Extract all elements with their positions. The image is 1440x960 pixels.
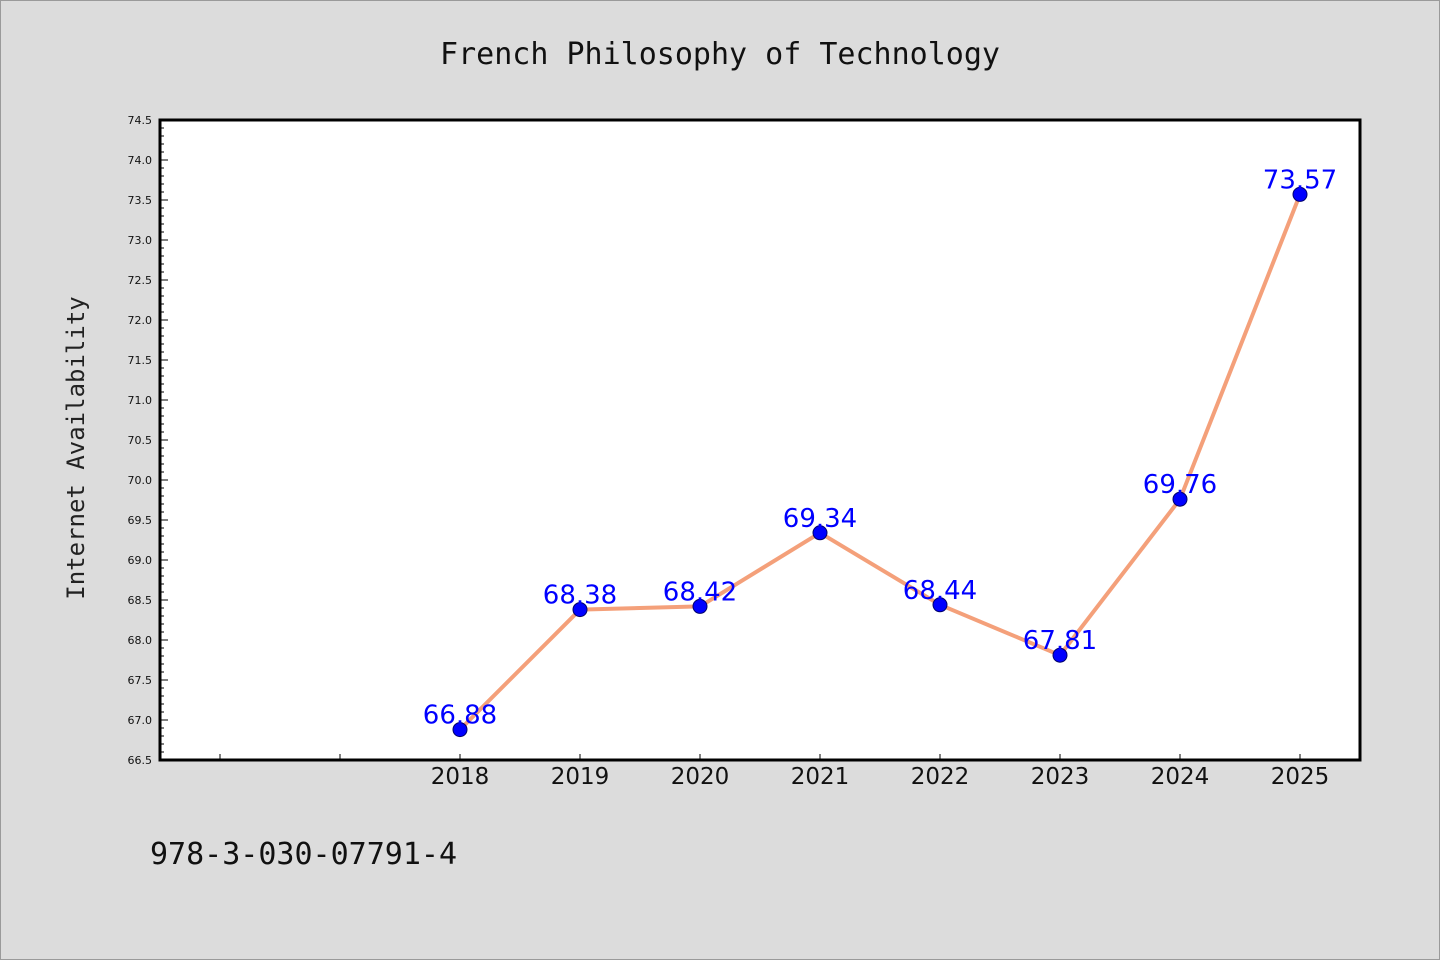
data-point	[1172, 491, 1188, 507]
data-point	[572, 602, 588, 618]
data-point	[932, 597, 948, 613]
data-label: 69.76	[1143, 470, 1217, 500]
plot-border	[158, 118, 1362, 762]
data-point	[1052, 647, 1068, 663]
data-points	[452, 186, 1308, 738]
y-tick-label: 71.5	[128, 354, 153, 367]
y-tick-label: 72.5	[128, 274, 153, 287]
isbn-label: 978-3-030-07791-4	[150, 837, 457, 872]
y-tick-label: 73.0	[128, 234, 153, 247]
data-point	[452, 722, 468, 738]
y-axis-label: Internet Availability	[62, 296, 90, 599]
x-tick-label: 2025	[1271, 764, 1330, 790]
series-line-group	[458, 193, 1302, 732]
data-label: 73.57	[1263, 165, 1337, 195]
x-tick-label: 2023	[1031, 764, 1090, 790]
y-tick-label: 68.5	[128, 594, 153, 607]
data-point	[812, 525, 828, 541]
x-axis-ticks: 2018 2019 2020 2021 2022 2023 2024 2025	[219, 754, 1330, 790]
x-tick-label: 2020	[671, 764, 730, 790]
y-tick-label: 66.5	[128, 754, 153, 767]
y-tick-label: 74.0	[128, 154, 153, 167]
y-tick-label: 67.0	[128, 714, 153, 727]
y-tick-label: 70.0	[128, 474, 153, 487]
x-tick-label: 2022	[911, 764, 970, 790]
x-tick-label: 2021	[791, 764, 850, 790]
y-tick-label: 69.5	[128, 514, 153, 527]
y-tick-label: 72.0	[128, 314, 153, 327]
data-label: 68.38	[543, 581, 617, 611]
y-tick-label: 73.5	[128, 194, 153, 207]
y-tick-label: 67.5	[128, 674, 153, 687]
x-tick-label: 2024	[1151, 764, 1210, 790]
data-label: 69.34	[783, 504, 857, 534]
data-point	[1292, 186, 1308, 202]
data-label: 67.81	[1023, 626, 1097, 656]
x-tick-label: 2018	[431, 764, 490, 790]
data-label: 66.88	[423, 701, 497, 731]
data-label: 68.42	[663, 577, 737, 607]
y-tick-label: 74.5	[128, 114, 153, 127]
series-line	[458, 193, 1302, 732]
plot-area	[160, 120, 1360, 760]
data-label: 68.44	[903, 576, 977, 606]
data-labels: 66.88 68.38 68.42 69.34 68.44 67.81 69.76 73.57	[423, 165, 1337, 730]
y-tick-label: 68.0	[128, 634, 153, 647]
y-tick-label: 70.5	[128, 434, 153, 447]
y-tick-label: 69.0	[128, 554, 153, 567]
y-axis-ticks: 66.5 67.0 67.5 68.0 68.5 69.0 69.5 70.0 70.5 71.0…	[128, 114, 168, 767]
y-tick-label: 71.0	[128, 394, 153, 407]
data-point	[692, 598, 708, 614]
chart-title: French Philosophy of Technology	[440, 37, 1000, 72]
x-tick-label: 2019	[551, 764, 610, 790]
